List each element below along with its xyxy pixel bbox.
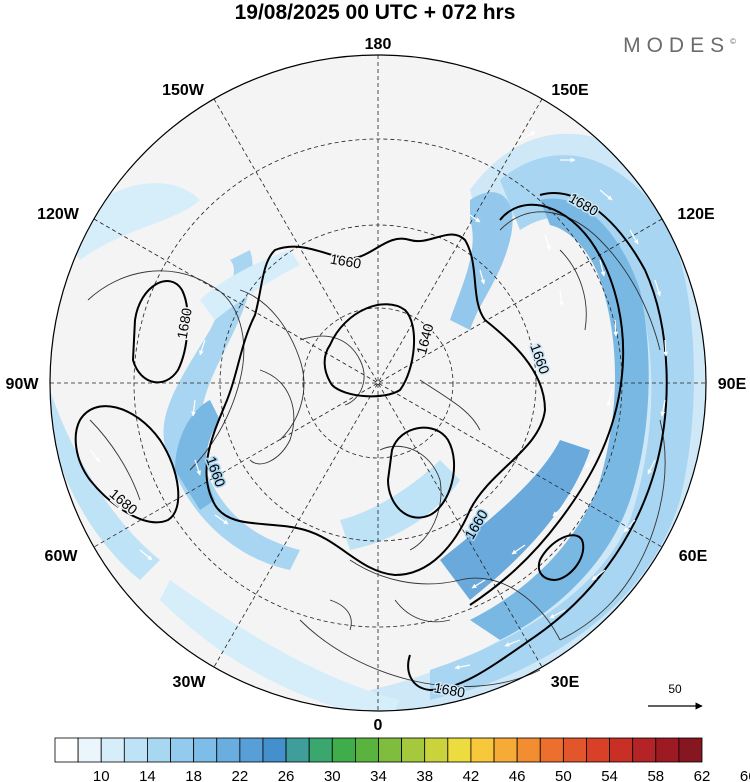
lon-label-30w: 30W (173, 674, 207, 691)
colorbar-swatch (123, 737, 148, 763)
colorbar-label: 22 (232, 768, 249, 782)
colorbar-swatch (378, 737, 403, 763)
map-title: 19/08/2025 00 UTC + 072 hrs (234, 1, 516, 24)
colorbar-label: 26 (278, 768, 295, 782)
colorbar-swatch (262, 737, 287, 763)
reference-vector-label: 50 (668, 682, 682, 696)
colorbar-swatch (354, 737, 379, 763)
colorbar-swatch (539, 737, 564, 763)
colorbar-swatch (170, 737, 195, 763)
colorbar-swatch (632, 737, 657, 763)
colorbar: 10141822263034384246505458626670 (54, 737, 750, 782)
graticule (50, 55, 706, 711)
lon-label-180: 180 (365, 36, 392, 53)
colorbar-label: 46 (509, 768, 526, 782)
lon-label-60w: 60W (45, 548, 79, 565)
jet-band-south (160, 580, 400, 711)
reference-vector: 50 (648, 682, 703, 710)
lon-label-0: 0 (374, 717, 383, 734)
colorbar-swatch (193, 737, 218, 763)
jet-band-east-mid (430, 155, 694, 700)
colorbar-label: 14 (139, 768, 156, 782)
colorbar-swatch (678, 737, 703, 763)
colorbar-swatch (470, 737, 495, 763)
colorbar-swatch (100, 737, 125, 763)
colorbar-label: 38 (416, 768, 433, 782)
colorbar-swatch (285, 737, 310, 763)
lon-label-60e: 60E (679, 548, 708, 565)
wind-vectors (89, 131, 669, 670)
colorbar-label: 34 (370, 768, 387, 782)
colorbar-swatch (401, 737, 426, 763)
lon-label-30e: 30E (551, 674, 580, 691)
colorbar-label: 54 (601, 768, 618, 782)
contour-1680-west (74, 405, 180, 524)
colorbar-label: 66 (740, 768, 750, 782)
brand-name: MODES (623, 34, 731, 57)
coastlines (87, 211, 666, 688)
colorbar-label: 30 (324, 768, 341, 782)
contour-1680-northwest (131, 280, 189, 384)
lon-label-150e: 150E (551, 82, 589, 99)
colorbar-swatch (424, 737, 449, 763)
jet-band-southwest (50, 390, 160, 580)
colorbar-swatch (239, 737, 264, 763)
brand-logo: MODES© (623, 34, 736, 58)
brand-mark: © (730, 37, 736, 46)
colorbar-swatch (516, 737, 541, 763)
jet-core-east (470, 198, 649, 640)
map-outline (49, 54, 707, 712)
jet-core-west (175, 400, 220, 510)
colorbar-swatch (308, 737, 333, 763)
lon-label-120w: 120W (37, 206, 80, 223)
colorbar-label: 10 (93, 768, 110, 782)
lon-label-90e: 90E (718, 376, 747, 393)
contour-1640-south (386, 426, 456, 519)
wind-speed-shading (50, 133, 706, 711)
contour-1660-east (469, 203, 625, 606)
colorbar-swatch (77, 737, 102, 763)
jet-band-ne (450, 192, 513, 330)
colorbar-swatch (216, 737, 241, 763)
colorbar-swatch (586, 737, 610, 763)
colorbar-swatch (562, 737, 587, 763)
lon-label-150w: 150W (162, 82, 205, 99)
jet-core-siberia (440, 440, 590, 600)
colorbar-swatch (493, 737, 518, 763)
contour-1660-main (205, 233, 547, 577)
lon-label-90w: 90W (6, 376, 40, 393)
colorbar-swatch (54, 737, 79, 763)
jet-band-north-atlantic (340, 460, 460, 550)
colorbar-label: 50 (555, 768, 572, 782)
colorbar-label: 42 (463, 768, 480, 782)
colorbar-swatch (147, 737, 171, 763)
geopotential-contours (74, 192, 668, 692)
jet-band-arctic (200, 250, 300, 320)
colorbar-swatch (331, 737, 356, 763)
colorbar-label: 62 (694, 768, 711, 782)
colorbar-label: 18 (185, 768, 202, 782)
lon-label-120e: 120E (677, 206, 715, 223)
colorbar-swatch (447, 737, 472, 763)
contour-1680-lowcenter (537, 534, 585, 582)
contour-1680-east (407, 192, 668, 692)
colorbar-swatch (609, 737, 634, 763)
colorbar-swatch (655, 737, 680, 763)
contour-1640 (323, 303, 416, 398)
colorbar-label: 58 (647, 768, 664, 782)
